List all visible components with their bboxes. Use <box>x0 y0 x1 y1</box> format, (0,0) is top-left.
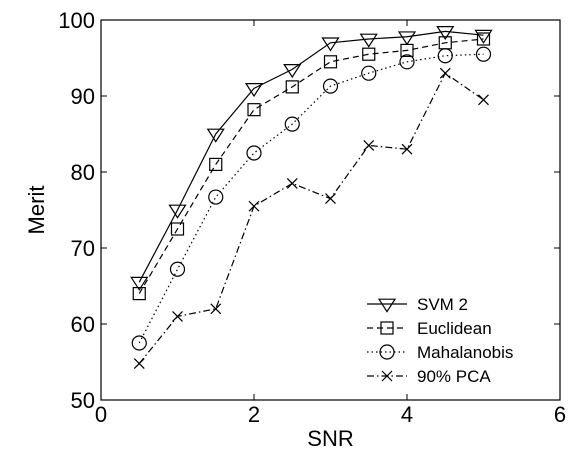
y-axis-label: Merit <box>24 186 49 235</box>
data-point <box>244 82 264 98</box>
data-point <box>248 200 260 212</box>
legend-label: 90% PCA <box>417 367 491 386</box>
data-point <box>172 310 183 322</box>
data-point <box>285 80 299 94</box>
data-point <box>401 143 413 155</box>
data-point <box>210 303 222 315</box>
data-point <box>436 26 455 41</box>
x-tick-label: 6 <box>554 402 566 427</box>
legend-label: Mahalanobis <box>417 343 513 362</box>
data-point <box>476 32 491 46</box>
data-point <box>474 29 493 44</box>
y-tick-label: 90 <box>71 84 95 109</box>
legend-label: SVM 2 <box>417 295 468 314</box>
x-axis-label: SNR <box>307 426 353 451</box>
legend-label: Euclidean <box>417 319 492 338</box>
x-tick-label: 2 <box>248 402 260 427</box>
data-point <box>437 48 453 64</box>
legend-entry: SVM 2 <box>367 295 468 314</box>
data-point <box>209 157 223 171</box>
x-axis: 0 2 4 6 <box>95 20 566 427</box>
plot-frame <box>100 19 561 401</box>
x-tick-label: 4 <box>401 402 413 427</box>
data-point <box>325 193 336 205</box>
y-tick-label: 100 <box>58 8 95 33</box>
y-tick-label: 80 <box>71 160 95 185</box>
data-point <box>439 67 451 79</box>
legend-entry: Euclidean <box>367 319 492 338</box>
data-point <box>322 78 339 94</box>
series-layer <box>130 26 493 369</box>
data-point <box>131 335 147 351</box>
series-line <box>138 72 484 364</box>
legend-marker <box>377 298 397 313</box>
data-point <box>170 222 185 236</box>
data-point <box>359 33 378 48</box>
y-tick-label: 50 <box>71 388 95 413</box>
plot-area-border <box>100 19 561 401</box>
legend-entry: Mahalanobis <box>367 343 513 362</box>
series-4 <box>133 67 489 369</box>
data-point <box>323 55 338 69</box>
y-tick-label: 60 <box>71 312 95 337</box>
series-line <box>138 30 484 283</box>
x-tick-label: 0 <box>95 402 107 427</box>
legend-entry: 90% PCA <box>367 367 491 386</box>
data-point <box>247 103 261 117</box>
series-1 <box>130 26 493 291</box>
data-point <box>399 54 415 70</box>
data-point <box>397 31 417 46</box>
legend-marker <box>381 370 393 382</box>
data-point <box>169 261 186 277</box>
data-point <box>363 139 375 151</box>
series-2 <box>132 32 491 301</box>
data-point <box>283 63 302 79</box>
data-point <box>478 94 489 106</box>
data-point <box>475 46 492 62</box>
data-point <box>130 276 149 291</box>
data-point <box>361 65 377 81</box>
data-point <box>132 287 146 301</box>
series-3 <box>131 46 492 351</box>
data-point <box>246 145 262 161</box>
series-line <box>138 38 484 294</box>
y-tick-label: 70 <box>71 236 95 261</box>
legend-marker <box>379 344 395 360</box>
series-line <box>138 53 484 344</box>
data-point <box>206 128 225 143</box>
data-point <box>362 47 376 61</box>
data-point <box>286 177 298 189</box>
y-axis: 50 60 70 80 90 100 <box>58 8 560 413</box>
legend: SVM 2 Euclidean Mahalanobis 90% PCA <box>367 295 513 386</box>
data-point <box>208 189 224 205</box>
legend-marker <box>380 321 394 335</box>
data-point <box>321 37 340 52</box>
data-point <box>133 358 145 369</box>
data-point <box>400 43 414 58</box>
data-point <box>284 116 300 132</box>
data-point <box>168 204 187 219</box>
